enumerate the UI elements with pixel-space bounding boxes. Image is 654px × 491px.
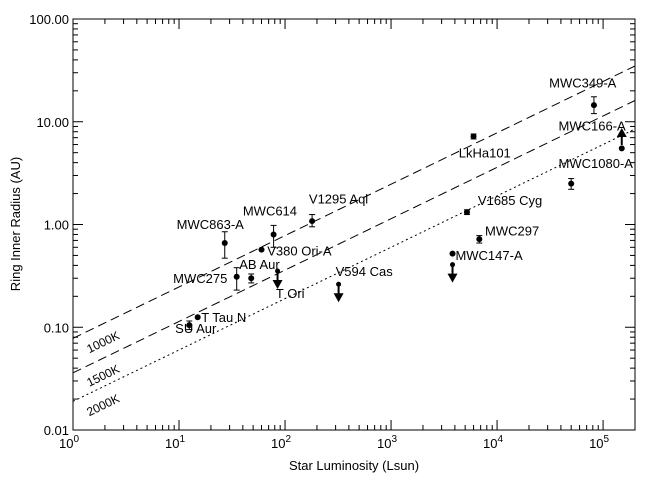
data-point	[463, 209, 470, 216]
y-axis-title: Ring Inner Radius (AU)	[8, 157, 23, 291]
axis-ticks: 100 101 102 103 104 105 0.01 0.10 1.00 10.00 100.0…	[29, 12, 636, 451]
point-marker	[221, 240, 228, 247]
point-marker	[194, 314, 201, 321]
point-label: V380 Ori-A	[267, 243, 332, 258]
y-tick-label: 0.01	[44, 423, 69, 438]
model-line-1000k	[72, 65, 636, 339]
data-points	[186, 96, 627, 331]
point-marker	[275, 268, 281, 274]
x-axis-title: Star Luminosity (Lsun)	[289, 458, 419, 473]
point-label: V1295 Aql	[309, 192, 368, 207]
point-label: MWC863-A	[177, 217, 245, 232]
point-marker	[476, 236, 483, 243]
point-label: V1685 Cyg	[478, 193, 542, 208]
point-marker	[309, 218, 316, 225]
upper-limit-arrow	[447, 273, 458, 283]
data-point	[186, 320, 193, 331]
point-marker	[470, 133, 477, 140]
data-point	[447, 262, 458, 283]
upper-limit-arrow	[272, 279, 283, 289]
data-point	[590, 96, 597, 115]
point-label: T Tau N	[201, 310, 246, 325]
data-point	[470, 133, 477, 140]
point-label: MWC275	[173, 271, 227, 286]
point-marker	[248, 275, 255, 282]
point-marker	[336, 281, 342, 287]
y-tick-label: 0.10	[44, 320, 69, 335]
point-label: V594 Cas	[336, 264, 394, 279]
data-point	[221, 231, 228, 259]
y-tick-label: 1.00	[44, 218, 69, 233]
point-marker	[590, 102, 597, 109]
x-tick-label: 104	[483, 434, 503, 451]
x-tick-label: 103	[377, 434, 397, 451]
data-point	[309, 214, 316, 228]
point-label: MWC297	[485, 224, 539, 239]
x-tick-label: 100	[59, 434, 79, 451]
data-point	[270, 224, 277, 248]
point-marker	[463, 209, 470, 216]
model-line-label: 2000K	[84, 391, 121, 419]
point-label: MWC349-A	[549, 76, 617, 91]
point-label: T Ori	[276, 286, 305, 301]
point-marker	[186, 322, 193, 329]
x-tick-label: 105	[589, 434, 609, 451]
point-marker	[233, 273, 240, 280]
data-point	[233, 267, 240, 291]
point-label: MWC614	[243, 204, 297, 219]
data-point	[258, 246, 265, 253]
point-label: MWC147-A	[455, 248, 523, 263]
point-label: SU Aur	[175, 321, 217, 336]
data-point	[333, 281, 344, 303]
data-point	[194, 314, 201, 321]
point-marker	[618, 145, 625, 152]
point-label: MWC166-A	[559, 119, 627, 134]
model-line-label: 1500K	[84, 362, 121, 390]
y-tick-label: 10.00	[36, 115, 69, 130]
data-point	[616, 127, 627, 145]
point-marker	[258, 246, 265, 253]
data-point	[449, 250, 456, 257]
data-point	[618, 145, 625, 152]
upper-limit-arrow	[333, 293, 344, 303]
lower-limit-arrow	[616, 127, 627, 137]
point-marker	[568, 180, 575, 187]
point-marker	[270, 231, 277, 238]
data-point	[272, 268, 283, 289]
point-label: MWC1080-A	[559, 156, 634, 171]
model-line-1500k	[72, 100, 636, 374]
point-marker	[450, 262, 456, 268]
point-label: LkHa101	[459, 145, 511, 160]
model-line-2000k	[72, 128, 636, 402]
point-marker	[449, 250, 456, 257]
data-point	[248, 273, 255, 284]
y-tick-label: 100.00	[29, 12, 69, 27]
x-tick-label: 102	[271, 434, 291, 451]
x-tick-label: 101	[165, 434, 185, 451]
point-label: AB Aur	[239, 257, 280, 272]
data-point	[476, 235, 483, 244]
data-point	[568, 178, 575, 190]
